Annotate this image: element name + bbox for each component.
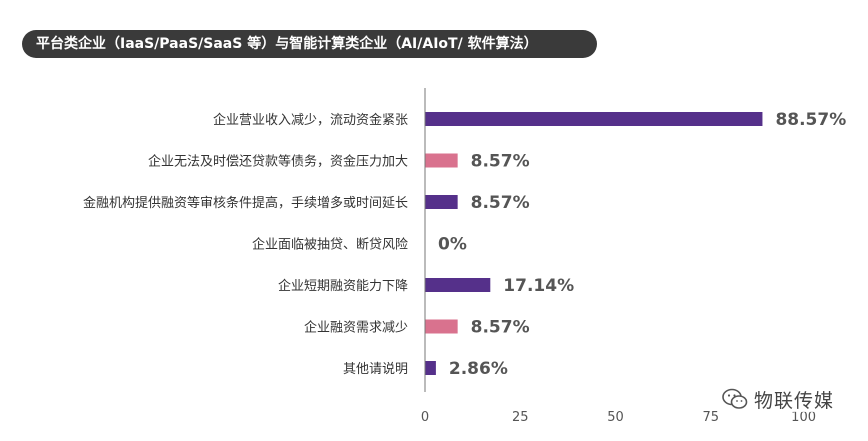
value-label: 88.57% bbox=[775, 110, 846, 130]
category-label: 企业融资需求减少 bbox=[304, 320, 408, 336]
value-label: 8.57% bbox=[471, 318, 530, 338]
bar bbox=[425, 319, 458, 334]
x-tick-label: 0 bbox=[421, 410, 429, 425]
chart-title: 平台类企业（IaaS/PaaS/SaaS 等）与智能计算类企业（AI/AIoT/… bbox=[22, 30, 597, 58]
wechat-icon bbox=[722, 388, 748, 409]
category-label: 企业面临被抽贷、断贷风险 bbox=[252, 237, 408, 253]
watermark: 物联传媒 bbox=[718, 386, 839, 412]
value-label: 17.14% bbox=[503, 276, 574, 296]
value-label: 8.57% bbox=[471, 152, 530, 172]
bar bbox=[425, 361, 436, 375]
x-tick-label: 100 bbox=[791, 410, 816, 425]
x-tick-label: 25 bbox=[512, 410, 529, 425]
category-label: 企业营业收入减少，流动资金紧张 bbox=[213, 112, 408, 128]
value-label: 8.57% bbox=[471, 193, 530, 213]
x-tick-label: 50 bbox=[607, 410, 624, 425]
category-label: 企业无法及时偿还贷款等债务，资金压力加大 bbox=[148, 154, 408, 170]
category-label: 金融机构提供融资等审核条件提高，手续增多或时间延长 bbox=[83, 195, 408, 211]
bar bbox=[425, 278, 491, 292]
x-tick-label: 75 bbox=[702, 410, 719, 425]
category-label: 其他请说明 bbox=[343, 362, 408, 377]
value-label: 2.86% bbox=[449, 359, 508, 379]
watermark-text: 物联传媒 bbox=[754, 389, 835, 412]
bar bbox=[425, 112, 763, 126]
bar bbox=[425, 153, 458, 168]
value-label: 0% bbox=[438, 235, 467, 255]
category-label: 企业短期融资能力下降 bbox=[278, 278, 408, 294]
bar bbox=[425, 195, 458, 209]
